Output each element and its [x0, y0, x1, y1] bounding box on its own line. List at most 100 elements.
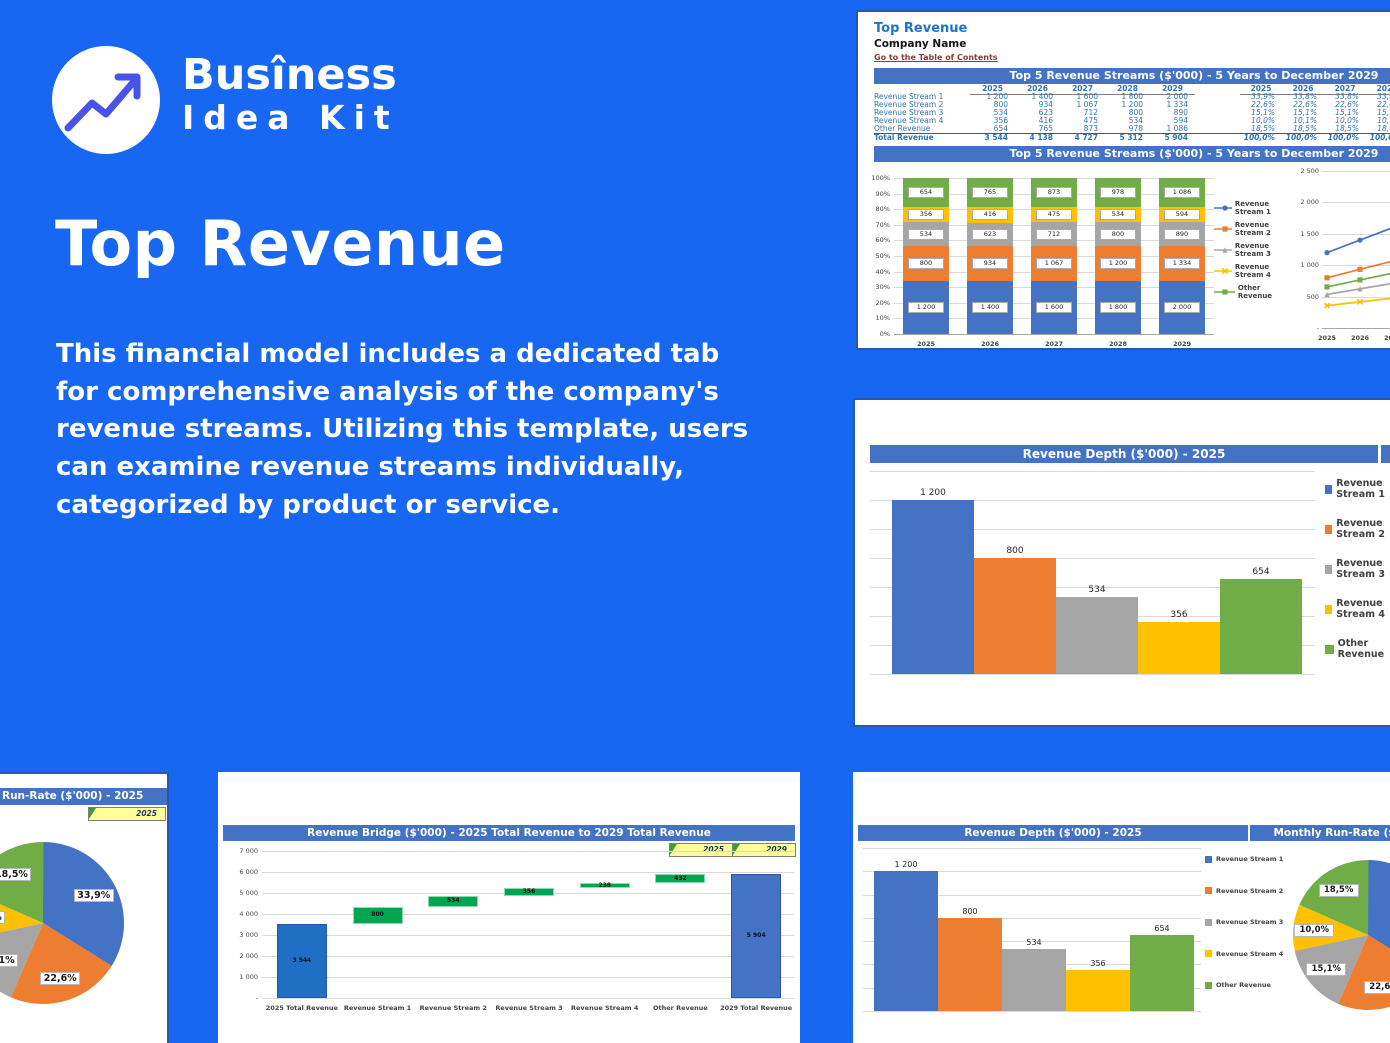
bridge-year-to-value: 2029 — [766, 845, 787, 854]
table-cell: 15,1% — [1293, 109, 1317, 117]
table-cell: 623 — [1038, 109, 1053, 117]
table-cell: 416 — [1038, 117, 1053, 125]
table-cell: 800 — [993, 101, 1008, 109]
table-cell: Revenue Stream 2 — [874, 101, 944, 109]
table-cell: 1 800 — [1121, 93, 1143, 101]
brand-name-line2: Idea Kit — [182, 98, 399, 137]
brand-name: Busîness Idea Kit — [182, 52, 399, 138]
table-cell: 22,6% — [1293, 101, 1317, 109]
table-cell: 2028 — [1105, 85, 1150, 95]
table-cell: 356 — [993, 117, 1008, 125]
table-cell: 1 067 — [1076, 101, 1098, 109]
table-of-contents-link[interactable]: Go to the Table of Contents — [874, 53, 998, 62]
run-rate-pie-chart: 33,9%22,6%15,1%10,0%18,5% — [0, 834, 167, 1043]
table-cell: 18,5% — [1335, 125, 1359, 133]
table-cell: 10,1% — [1377, 117, 1390, 125]
table-cell: 1 600 — [1076, 93, 1098, 101]
table-cell: 3 544 — [970, 133, 1015, 141]
stacked-bar-chart: 0% 10% 20% 30% 40% 50% 60% 70% 80% 90% 100% 1 200 80… — [864, 164, 1220, 348]
table-cell: 10,1% — [1293, 117, 1317, 125]
table-cell — [1195, 109, 1240, 117]
trend-arrow-icon — [64, 73, 141, 132]
table-cell: 1 086 — [1166, 125, 1188, 133]
revenue-streams-table: 202520262027202820292025202620272028Reve… — [874, 85, 1390, 141]
table-cell: 2026 — [1282, 85, 1324, 95]
revenue-depth-legend: Revenue Stream 1 Revenue Stream 2 Revenue … — [1325, 478, 1390, 688]
table-cell: 712 — [1083, 109, 1098, 117]
table-cell: 4 727 — [1060, 133, 1105, 141]
next-section-header-stub — [1381, 445, 1390, 463]
bridge-year-from-selector[interactable]: 2025 — [669, 843, 733, 857]
table-cell: 800 — [1128, 109, 1143, 117]
table-cell: Other Revenue — [874, 125, 931, 133]
table-cell: 2025 — [970, 85, 1015, 95]
table-cell: 2029 — [1150, 85, 1195, 95]
revenue-depth-panel: Revenue Depth ($'000) - 2025 1 200 800 534… — [853, 398, 1390, 727]
table-cell: 18,5% — [1251, 125, 1275, 133]
run-rate-header: Run-Rate ($'000) - 2025 — [0, 788, 167, 805]
table-cell: 22,6% — [1251, 101, 1275, 109]
stacked-chart-legend: Revenue Stream 1 Revenue Stream 2 Revenue … — [1214, 200, 1294, 310]
table-cell: 594 — [1173, 117, 1188, 125]
monthly-run-rate-pie-chart: 33,9%22,6%15,1%10,0%18,5% — [1293, 844, 1390, 1043]
table-cell: 15,1% — [1335, 109, 1359, 117]
revenue-bridge-panel: Revenue Bridge ($'000) - 2025 Total Reve… — [218, 772, 800, 1043]
table-cell: 2 000 — [1166, 93, 1188, 101]
table-cell: 33,9% — [1251, 93, 1275, 101]
table-cell: 33,9% — [1377, 93, 1390, 101]
table-cell: 100,0% — [1324, 133, 1366, 141]
spreadsheet-overview-panel: Top Revenue Company Name Go to the Table… — [856, 10, 1390, 350]
table-cell: 873 — [1083, 125, 1098, 133]
table-cell: 934 — [1038, 101, 1053, 109]
table-cell — [874, 85, 970, 93]
table-cell — [1195, 101, 1240, 109]
depth-and-runrate-panel: Revenue Depth ($'000) - 2025 Monthly Run… — [853, 772, 1390, 1043]
sheet-company-name: Company Name — [874, 38, 967, 50]
table-cell: 2027 — [1324, 85, 1366, 95]
monthly-run-rate-header: Monthly Run-Rate ($'000) - 2025 — [1250, 825, 1390, 841]
page-description: This financial model includes a dedicate… — [56, 339, 749, 520]
table-cell: Revenue Stream 1 — [874, 93, 944, 101]
bridge-year-to-selector[interactable]: 2029 — [732, 843, 796, 857]
year-selector-2025[interactable]: 2025 — [88, 807, 166, 821]
table-cell: 2026 — [1015, 85, 1060, 95]
table-cell: 2027 — [1060, 85, 1105, 95]
brand-logo — [52, 46, 160, 154]
revenue-depth-small-legend: Revenue Stream 1 Revenue Stream 2 Revenue … — [1205, 855, 1290, 1015]
table-cell: 5 904 — [1150, 133, 1195, 141]
chart-section-header: Top 5 Revenue Streams ($'000) - 5 Years … — [874, 146, 1390, 162]
revenue-depth-header: Revenue Depth ($'000) - 2025 — [870, 445, 1378, 463]
table-cell — [1195, 125, 1240, 133]
table-cell: 100,0% — [1282, 133, 1324, 141]
table-cell: 100,0% — [1366, 133, 1390, 141]
revenue-depth-small-header: Revenue Depth ($'000) - 2025 — [858, 825, 1248, 841]
table-cell: 890 — [1173, 109, 1188, 117]
revenue-bridge-header: Revenue Bridge ($'000) - 2025 Total Reve… — [223, 825, 795, 841]
revenue-depth-bar-chart: 1 200 800 534 356 654 — [865, 466, 1320, 716]
table-cell: Revenue Stream 4 — [874, 117, 944, 125]
table-cell — [1195, 85, 1240, 93]
table-cell: 475 — [1083, 117, 1098, 125]
table-cell: 534 — [1128, 117, 1143, 125]
table-cell: 1 334 — [1166, 101, 1188, 109]
table-cell: 10,0% — [1335, 117, 1359, 125]
table-cell — [1195, 93, 1240, 101]
run-rate-panel: Run-Rate ($'000) - 2025 2025 33,9% 22,6% 1… — [0, 772, 169, 1043]
table-cell — [1195, 133, 1240, 141]
revenue-bridge-waterfall-chart: 7 000 6 000 5 000 4 000 3 000 2 000 1 000-3 54… — [239, 847, 794, 1012]
table-cell: 4 138 — [1015, 133, 1060, 141]
table-cell: 1 400 — [1031, 93, 1053, 101]
table-cell: 5 312 — [1105, 133, 1150, 141]
table-cell: Total Revenue — [874, 133, 970, 141]
table-cell: Revenue Stream 3 — [874, 109, 944, 117]
year-selector-value: 2025 — [136, 809, 157, 818]
page-title: Top Revenue — [55, 207, 506, 280]
table-cell: 978 — [1128, 125, 1143, 133]
table-cell: 22,6% — [1377, 101, 1390, 109]
table-cell: 1 200 — [1121, 101, 1143, 109]
table-cell: 10,0% — [1251, 117, 1275, 125]
table-cell: 18,5% — [1293, 125, 1317, 133]
table-cell — [1195, 117, 1240, 125]
